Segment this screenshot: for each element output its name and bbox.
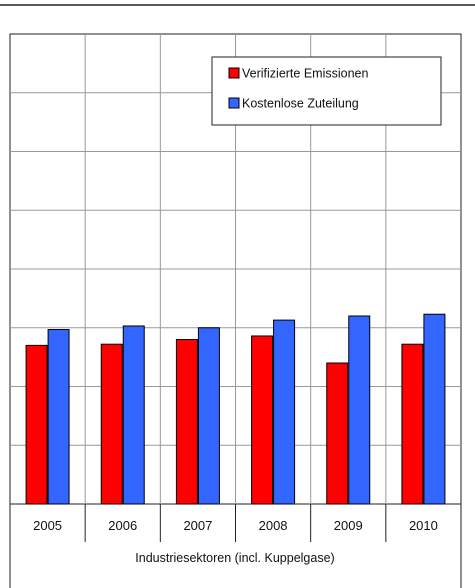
x-axis: 2005 2006 2007 2008 2009 2010 <box>9 504 462 588</box>
bar-kostenlose-zuteilung-2008 <box>273 319 296 505</box>
bar-verifizierte-emissionen-2006 <box>100 343 123 505</box>
x-tick-label-2008: 2008 <box>259 518 288 533</box>
bar-kostenlose-zuteilung-2006 <box>122 325 145 505</box>
legend-swatch-kostenlose-zuteilung <box>228 97 240 109</box>
bar-verifizierte-emissionen-2005 <box>25 344 48 505</box>
bar-kostenlose-zuteilung-2010 <box>423 313 446 505</box>
legend-box <box>211 56 442 126</box>
bar-kostenlose-zuteilung-2005 <box>47 329 70 505</box>
bar-verifizierte-emissionen-2010 <box>401 343 424 505</box>
x-tick-label-2006: 2006 <box>108 518 137 533</box>
legend-label-verifizierte-emissionen: Verifizierte Emissionen <box>242 67 368 81</box>
x-tick-label-2005: 2005 <box>33 518 62 533</box>
x-tick-label-2007: 2007 <box>183 518 212 533</box>
bar-kostenlose-zuteilung-2007 <box>197 327 220 505</box>
bars <box>25 313 446 505</box>
bar-verifizierte-emissionen-2008 <box>251 335 274 505</box>
bar-kostenlose-zuteilung-2009 <box>348 315 371 505</box>
legend-label-kostenlose-zuteilung: Kostenlose Zuteilung <box>242 97 359 111</box>
legend: Verifizierte Emissionen Kostenlose Zuteil… <box>211 56 442 126</box>
legend-swatch-verifizierte-emissionen <box>228 67 240 79</box>
x-tick-label-2009: 2009 <box>334 518 363 533</box>
x-axis-title: Industriesektoren (incl. Kuppelgase) <box>135 551 334 565</box>
x-tick-label-2010: 2010 <box>409 518 438 533</box>
bar-verifizierte-emissionen-2009 <box>326 362 349 505</box>
bar-verifizierte-emissionen-2007 <box>175 339 198 505</box>
